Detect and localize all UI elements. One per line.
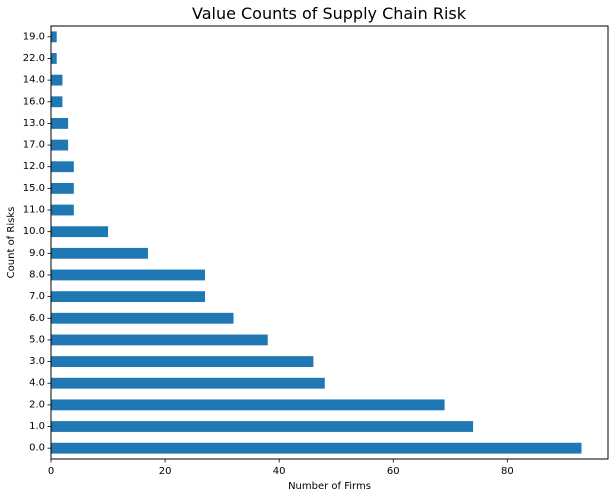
y-tick-label: 0.0 bbox=[29, 443, 45, 454]
chart-title: Value Counts of Supply Chain Risk bbox=[192, 4, 467, 23]
y-tick-label: 17.0 bbox=[23, 140, 45, 151]
x-axis-ticks: 0 20 40 60 80 bbox=[48, 459, 514, 477]
plot-frame bbox=[50, 25, 609, 460]
y-tick-label: 15.0 bbox=[23, 183, 45, 194]
bar-17.0 bbox=[51, 139, 69, 151]
bar-12.0 bbox=[51, 161, 74, 173]
y-tick-label: 3.0 bbox=[29, 356, 45, 367]
x-axis-label: Number of Firms bbox=[288, 481, 371, 492]
y-tick-label: 13.0 bbox=[23, 118, 45, 129]
bar-9.0 bbox=[51, 247, 148, 259]
y-axis-label: Count of Risks bbox=[6, 207, 17, 279]
bar-15.0 bbox=[51, 182, 74, 194]
bar-5.0 bbox=[51, 334, 268, 346]
x-tick-label: 0 bbox=[48, 466, 54, 477]
bar-2.0 bbox=[51, 399, 445, 411]
y-tick-label: 6.0 bbox=[29, 313, 45, 324]
bar-3.0 bbox=[51, 356, 314, 367]
y-tick-label: 4.0 bbox=[29, 378, 45, 389]
bars-group bbox=[51, 31, 582, 454]
bar-22.0 bbox=[51, 53, 57, 64]
bar-13.0 bbox=[51, 118, 69, 129]
y-tick-label: 19.0 bbox=[23, 31, 45, 42]
x-tick-label: 20 bbox=[159, 466, 172, 477]
y-tick-label: 7.0 bbox=[29, 291, 45, 302]
bar-11.0 bbox=[51, 204, 74, 216]
y-tick-label: 2.0 bbox=[29, 399, 45, 410]
y-tick-label: 12.0 bbox=[23, 161, 45, 172]
y-tick-label: 16.0 bbox=[23, 96, 45, 107]
bar-7.0 bbox=[51, 291, 206, 303]
y-tick-label: 10.0 bbox=[23, 226, 45, 237]
bar-0.0 bbox=[51, 442, 582, 454]
bar-19.0 bbox=[51, 31, 57, 43]
x-tick-label: 40 bbox=[273, 466, 286, 477]
y-tick-label: 9.0 bbox=[29, 248, 45, 259]
y-tick-label: 11.0 bbox=[23, 205, 45, 216]
x-tick-label: 80 bbox=[501, 466, 514, 477]
bar-4.0 bbox=[51, 377, 325, 389]
y-tick-label: 22.0 bbox=[23, 53, 45, 64]
bar-14.0 bbox=[51, 74, 63, 86]
bar-6.0 bbox=[51, 312, 234, 324]
y-tick-label: 8.0 bbox=[29, 269, 45, 280]
x-tick-label: 60 bbox=[387, 466, 400, 477]
y-tick-label: 1.0 bbox=[29, 421, 45, 432]
y-axis-ticks: 0.0 1.0 2.0 4.0 3.0 5.0 6.0 7.0 8.0 9.0 10.0 11.0 15… bbox=[23, 31, 51, 454]
bar-10.0 bbox=[51, 226, 109, 238]
bar-16.0 bbox=[51, 96, 63, 108]
bar-8.0 bbox=[51, 269, 206, 281]
y-tick-label: 14.0 bbox=[23, 75, 45, 86]
y-tick-label: 5.0 bbox=[29, 334, 45, 345]
bar-1.0 bbox=[51, 421, 474, 432]
